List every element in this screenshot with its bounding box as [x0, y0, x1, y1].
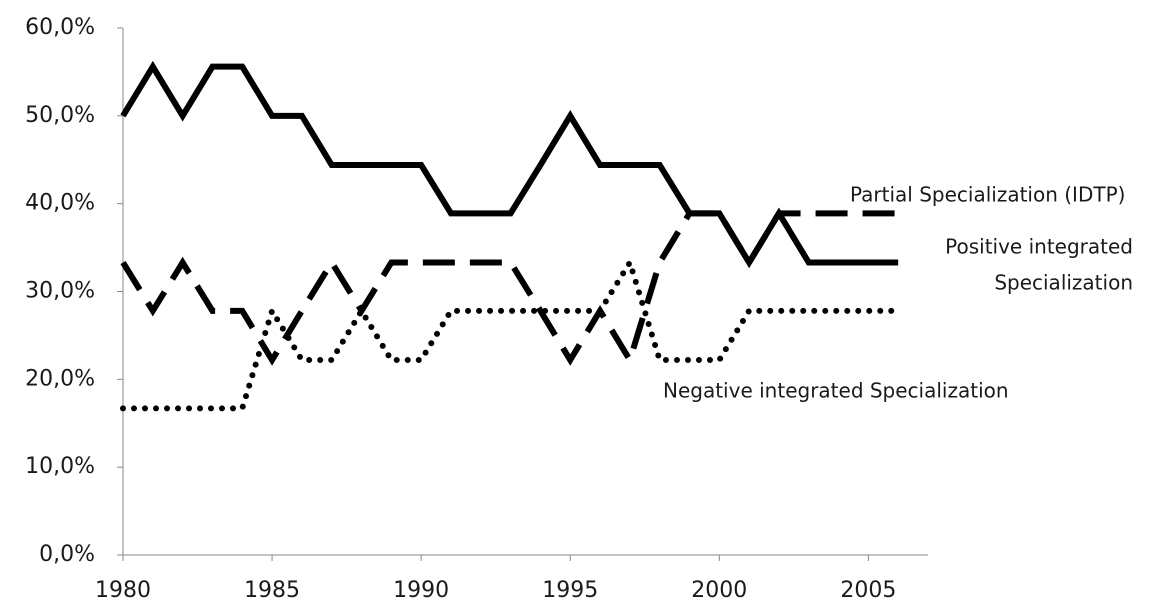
annotation-text: Specialization — [994, 271, 1133, 295]
annotation-text: Positive integrated — [945, 235, 1133, 259]
series-line — [120, 210, 899, 368]
annotation-text: Partial Specialization (IDTP) — [850, 183, 1125, 207]
y-tick-label: 30,0% — [25, 279, 95, 304]
y-tick-label: 40,0% — [25, 191, 95, 216]
y-tick-label: 0,0% — [39, 542, 95, 567]
y-tick-label: 20,0% — [25, 366, 95, 391]
y-tick-label: 60,0% — [25, 15, 95, 40]
x-tick-label: 1980 — [95, 578, 151, 603]
x-tick-label: 1990 — [393, 578, 449, 603]
y-tick-label: 50,0% — [25, 103, 95, 128]
annotation-text: Negative integrated Specialization — [663, 379, 1009, 403]
annotation: Partial Specialization (IDTP) — [850, 183, 1125, 207]
y-tick-label: 10,0% — [25, 454, 95, 479]
x-tick-label: 1995 — [542, 578, 598, 603]
x-tick-label: 2005 — [840, 578, 896, 603]
series-line — [120, 259, 902, 412]
annotation: Negative integrated Specialization — [663, 379, 1009, 403]
annotation: Positive integrated Specialization — [945, 235, 1133, 295]
x-tick-label: 1985 — [244, 578, 300, 603]
series-line — [120, 60, 899, 269]
x-tick-label: 2000 — [691, 578, 747, 603]
